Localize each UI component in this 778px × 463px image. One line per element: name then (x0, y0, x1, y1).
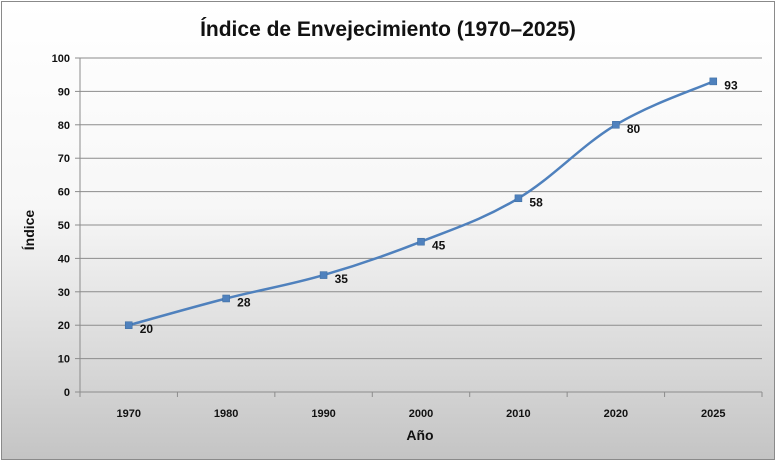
x-tick-label: 1980 (214, 408, 238, 420)
data-labels: 20 28 35 45 58 80 93 (140, 78, 738, 336)
chart-title: Índice de Envejecimiento (1970–2025) (200, 18, 576, 41)
data-label: 93 (724, 78, 738, 92)
data-point-marker (709, 77, 718, 86)
series (124, 77, 718, 329)
data-label: 28 (237, 295, 251, 309)
x-tick-label: 2025 (701, 408, 725, 420)
data-label: 20 (140, 322, 154, 336)
y-tick-label: 70 (58, 153, 70, 165)
data-point-marker (514, 194, 523, 203)
y-tick-label: 10 (58, 354, 70, 366)
y-tick-label: 0 (64, 387, 70, 399)
data-label: 45 (432, 239, 446, 253)
x-tick-label: 2020 (604, 408, 628, 420)
data-label: 58 (529, 195, 543, 209)
x-tick-label: 1970 (116, 408, 140, 420)
axes: 0 10 20 30 40 50 60 70 80 90 100 1970 1980 1990 2000 20… (52, 53, 763, 420)
y-tick-label: 30 (58, 287, 70, 299)
y-tick-label: 80 (58, 120, 70, 132)
y-tick-label: 100 (52, 53, 70, 65)
x-tick-label: 2000 (409, 408, 433, 420)
y-tick-label: 90 (58, 86, 70, 98)
y-tick-label: 60 (58, 187, 70, 199)
data-point-marker (417, 237, 425, 246)
data-point-marker (222, 294, 230, 303)
x-tick-label: 2010 (506, 408, 530, 420)
series-line (128, 80, 714, 327)
x-tick-label: 1990 (311, 408, 335, 420)
data-point-marker (319, 271, 328, 279)
x-axis-title: Año (406, 427, 433, 443)
y-tick-label: 20 (58, 320, 70, 332)
gridlines (80, 57, 762, 360)
y-axis-title: Índice (21, 210, 37, 251)
y-tick-label: 50 (58, 220, 70, 232)
data-label: 35 (335, 272, 349, 286)
y-tick-label: 40 (58, 253, 70, 265)
data-label: 80 (627, 122, 641, 136)
data-point-marker (124, 321, 133, 329)
data-point-marker (612, 121, 620, 129)
